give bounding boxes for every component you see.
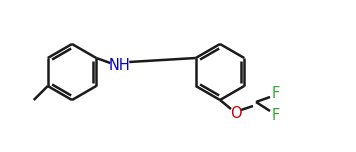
Text: F: F [272,109,280,123]
Text: O: O [230,107,242,121]
Text: F: F [272,86,280,102]
Text: NH: NH [108,59,130,74]
